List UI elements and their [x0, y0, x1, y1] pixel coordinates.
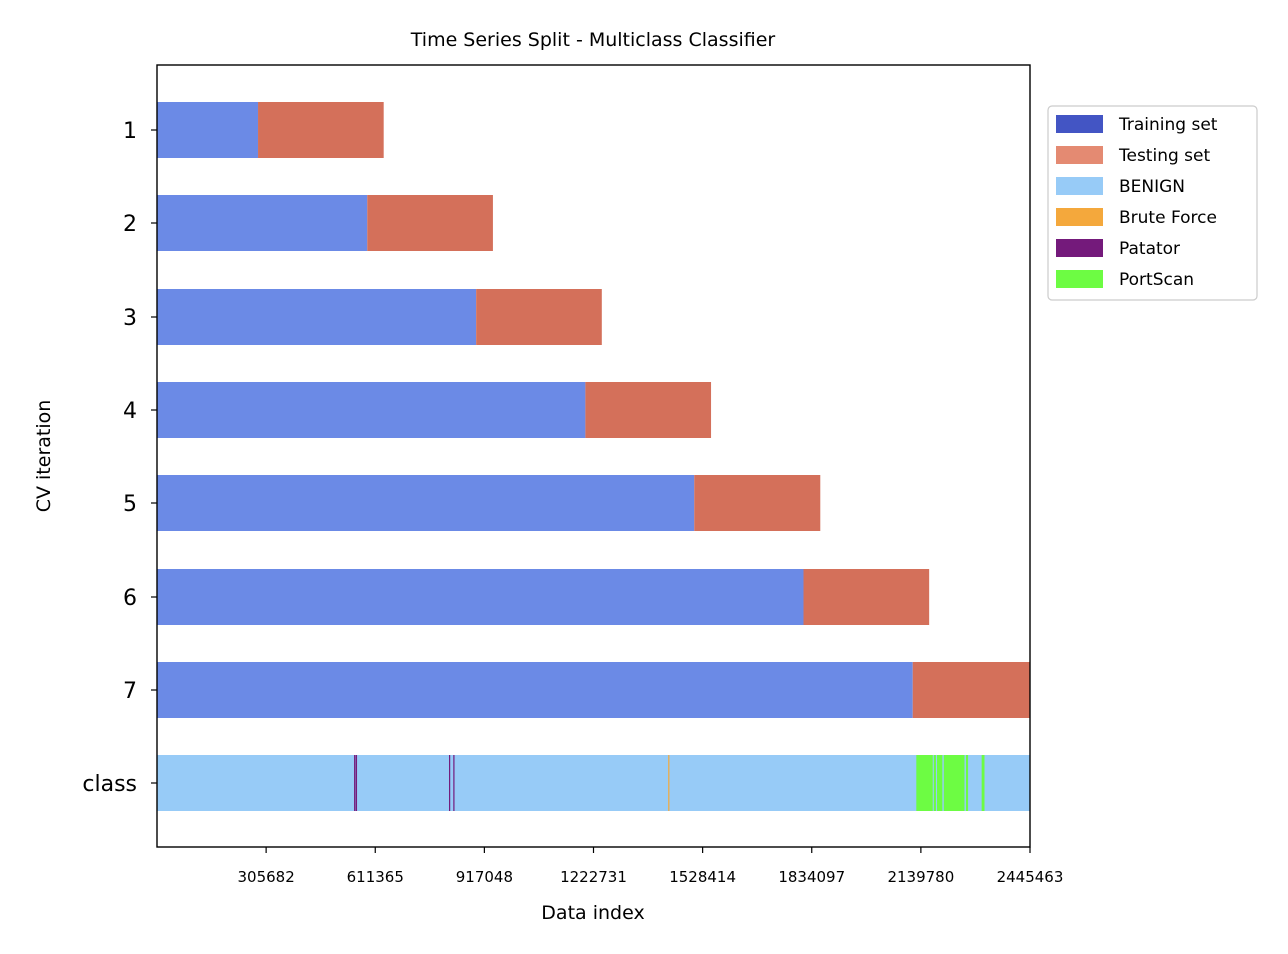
- class-segment-patator-2: [449, 755, 451, 811]
- class-segment-benign: [157, 755, 1030, 811]
- test-bar-7: [912, 662, 1030, 718]
- legend-swatch: [1056, 177, 1103, 195]
- class-segment-portscan-6: [933, 755, 936, 811]
- test-bar-1: [258, 102, 384, 158]
- plot-frame: [156, 64, 1031, 848]
- legend-swatch: [1056, 115, 1103, 133]
- class-row-layer: [157, 755, 1030, 811]
- train-bar-6: [157, 569, 804, 625]
- class-segment-patator-1: [355, 755, 358, 811]
- legend-swatch: [1056, 208, 1103, 226]
- y-axis-label: CV iteration: [33, 400, 55, 513]
- legend-label: Patator: [1119, 239, 1180, 259]
- y-axis-ticks: 1 2 3 4 5 6 7 class: [82, 119, 157, 797]
- train-bar-1: [157, 102, 259, 158]
- x-tick-label: 2139780: [887, 868, 954, 886]
- y-tick-label: 6: [123, 586, 137, 611]
- legend-label: Training set: [1118, 115, 1218, 135]
- x-tick-label: 1528414: [669, 868, 736, 886]
- legend: Training set Testing set BENIGN Brute Force…: [1047, 105, 1258, 301]
- train-bar-5: [157, 475, 695, 531]
- class-segment-portscan-8: [943, 755, 965, 811]
- test-bar-3: [476, 289, 602, 345]
- train-bar-3: [157, 289, 477, 345]
- x-axis-label: Data index: [541, 902, 644, 924]
- bars-layer: [157, 102, 1030, 718]
- class-segment-portscan-5: [916, 755, 933, 811]
- x-tick-label: 1834097: [778, 868, 845, 886]
- y-tick-label: 1: [123, 119, 137, 144]
- legend-swatch: [1056, 270, 1103, 288]
- legend-label: PortScan: [1119, 270, 1194, 290]
- y-tick-label: 3: [123, 306, 137, 331]
- y-tick-label: 5: [123, 492, 137, 517]
- legend-label: BENIGN: [1119, 177, 1185, 197]
- test-bar-4: [585, 382, 712, 438]
- x-tick-label: 917048: [456, 868, 513, 886]
- legend-label: Testing set: [1118, 146, 1210, 166]
- class-segment-patator-3: [453, 755, 455, 811]
- y-tick-label: 7: [123, 679, 137, 704]
- class-segment-portscan-7: [937, 755, 943, 811]
- x-tick-label: 2445463: [997, 868, 1064, 886]
- train-bar-2: [157, 195, 368, 251]
- x-tick-label: 1222731: [560, 868, 627, 886]
- y-tick-label: class: [82, 772, 137, 797]
- chart-title: Time Series Split - Multiclass Classifie…: [410, 29, 776, 51]
- test-bar-2: [367, 195, 493, 251]
- x-tick-label: 611365: [347, 868, 404, 886]
- test-bar-5: [694, 475, 821, 531]
- test-bar-6: [803, 569, 930, 625]
- y-tick-label: 2: [123, 212, 137, 237]
- y-tick-label: 4: [123, 399, 137, 424]
- x-tick-label: 305682: [237, 868, 294, 886]
- train-bar-7: [157, 662, 913, 718]
- class-segment-portscan-10: [981, 755, 985, 811]
- class-segment-brute-force-4: [668, 755, 670, 811]
- class-segment-portscan-9: [965, 755, 969, 811]
- legend-label: Brute Force: [1119, 208, 1217, 228]
- class-segment-patator-0: [354, 755, 356, 811]
- x-axis-ticks: 305682 611365 917048 1222731 1528414 1834097 2…: [237, 847, 1063, 886]
- legend-swatch: [1056, 239, 1103, 257]
- train-bar-4: [157, 382, 586, 438]
- legend-swatch: [1056, 146, 1103, 164]
